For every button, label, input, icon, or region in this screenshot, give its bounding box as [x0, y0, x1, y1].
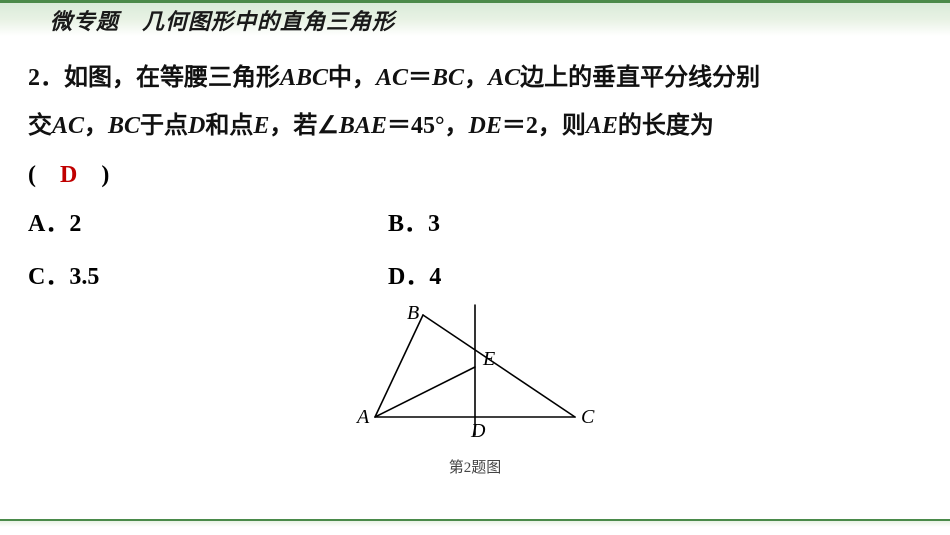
svg-text:D: D [470, 420, 486, 442]
figure-wrap: A B C D E 第2题图 [28, 297, 922, 477]
option-a: A．2 [28, 203, 388, 238]
problem-number: 2． [28, 65, 64, 91]
svg-text:A: A [355, 406, 370, 428]
figure-caption: 第2题图 [28, 456, 922, 477]
svg-text:E: E [482, 348, 495, 370]
svg-text:C: C [581, 406, 595, 428]
svg-text:B: B [407, 302, 419, 324]
option-b: B．3 [388, 203, 748, 238]
answer-value: D [60, 162, 77, 188]
answer-line: ( D ) [28, 154, 922, 189]
header-bar: 微专题 几何图形中的直角三角形 [0, 0, 950, 36]
header-title: 微专题 几何图形中的直角三角形 [50, 4, 395, 36]
problem-text: 2．如图，在等腰三角形ABC中，AC＝BC，AC边上的垂直平分线分别 交AC，B… [28, 54, 922, 150]
footer-line [0, 519, 950, 527]
content-area: 2．如图，在等腰三角形ABC中，AC＝BC，AC边上的垂直平分线分别 交AC，B… [0, 36, 950, 477]
option-c: C．3.5 [28, 256, 388, 291]
geometry-figure: A B C D E [345, 297, 605, 447]
options-grid: A．2 B．3 C．3.5 D．4 [28, 203, 922, 291]
option-d: D．4 [388, 256, 748, 291]
